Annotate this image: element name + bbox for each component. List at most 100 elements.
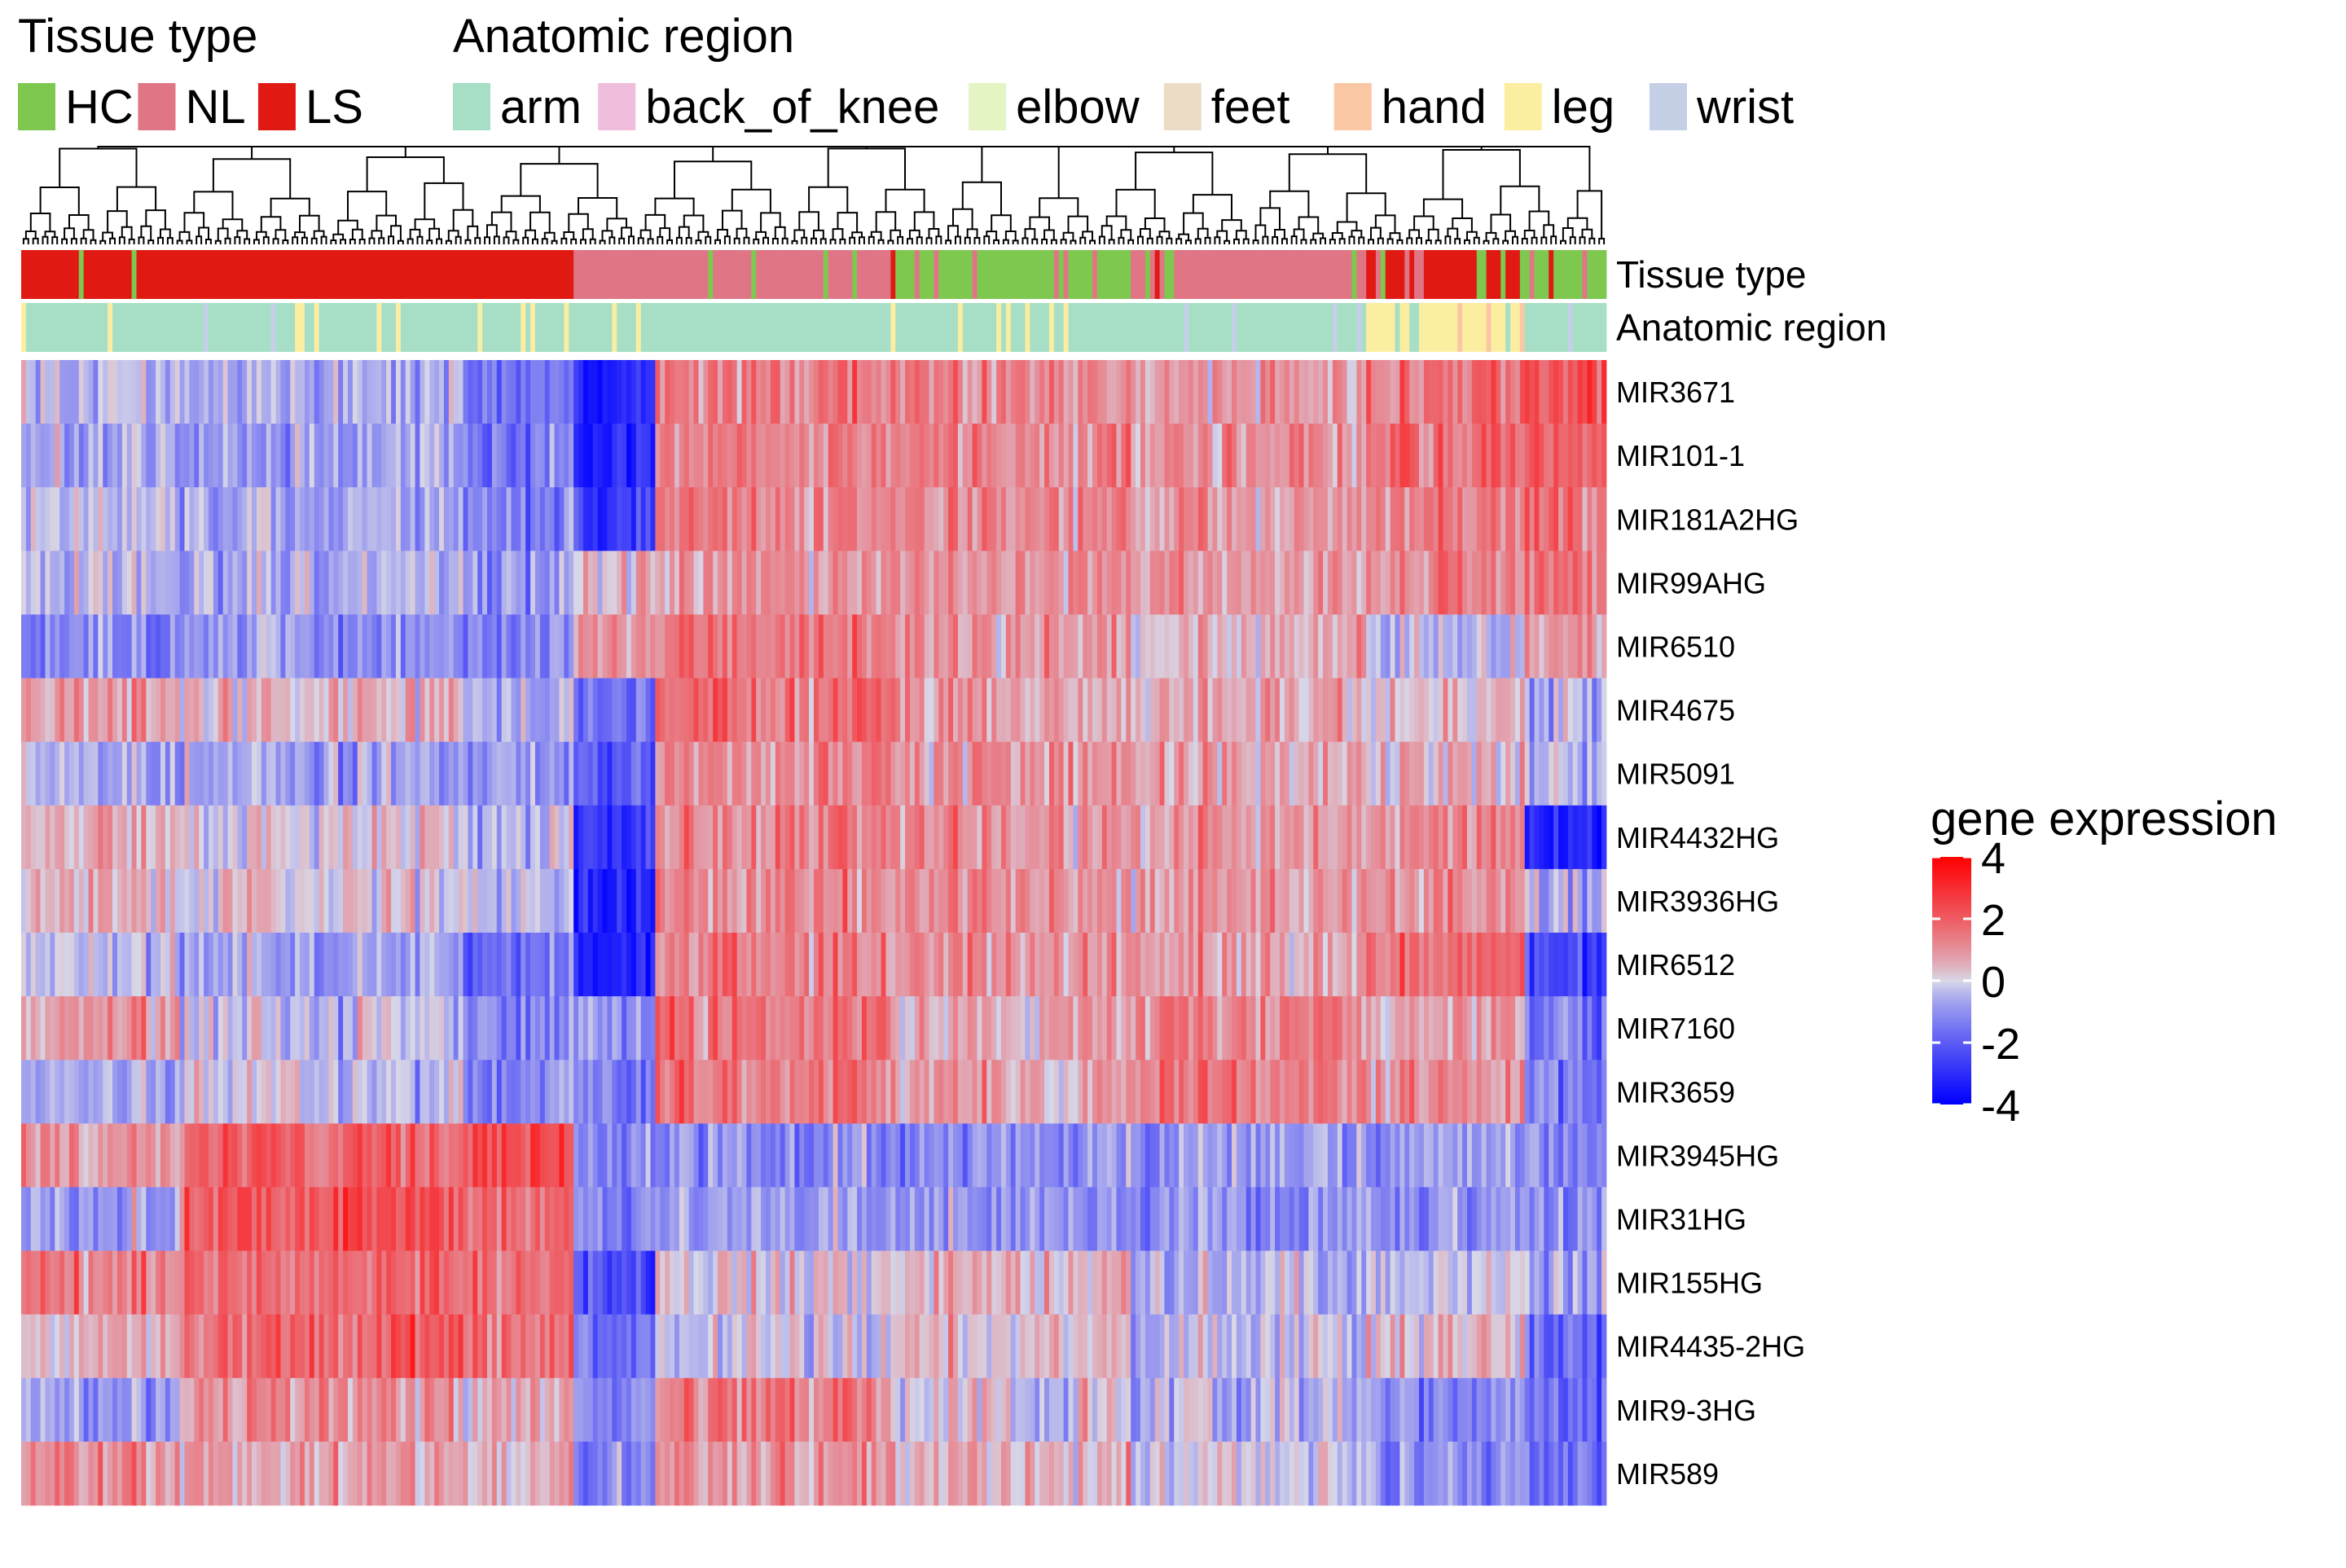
- heatmap-cell: [881, 487, 886, 551]
- heatmap-cell: [1000, 933, 1007, 997]
- heatmap-cell: [487, 487, 493, 551]
- heatmap-cell: [1131, 551, 1136, 615]
- heatmap-cell: [842, 1314, 848, 1379]
- heatmap-cell: [55, 1060, 60, 1124]
- heatmap-cell: [328, 487, 334, 551]
- heatmap-cell: [453, 1187, 459, 1251]
- heatmap-cell: [919, 868, 925, 933]
- heatmap-cell: [948, 1123, 954, 1188]
- tissue-cell: [429, 250, 435, 299]
- heatmap-cell: [1025, 933, 1030, 997]
- heatmap-cell: [1101, 614, 1108, 679]
- heatmap-cell: [544, 360, 551, 424]
- tissue-cell: [1260, 250, 1266, 299]
- heatmap-cell: [242, 1060, 248, 1124]
- heatmap-cell: [204, 996, 209, 1061]
- heatmap-cell: [761, 551, 767, 615]
- heatmap-cell: [977, 1441, 982, 1506]
- heatmap-cell: [718, 741, 723, 806]
- heatmap-cell: [386, 1441, 392, 1506]
- heatmap-cell: [1154, 868, 1160, 933]
- heatmap-cell: [78, 1250, 85, 1315]
- heatmap-cell: [607, 805, 613, 870]
- heatmap-cell: [1035, 1250, 1040, 1315]
- heatmap-cell: [986, 360, 992, 424]
- heatmap-cell: [525, 614, 531, 679]
- heatmap-cell: [1106, 1314, 1113, 1379]
- heatmap-cell: [1154, 1060, 1160, 1124]
- heatmap-cell: [343, 933, 349, 997]
- region-cell: [828, 303, 833, 352]
- heatmap-cell: [982, 1314, 987, 1379]
- heatmap-cell: [554, 933, 560, 997]
- heatmap-cell: [395, 1377, 402, 1443]
- heatmap-cell: [116, 1314, 123, 1379]
- heatmap-cell: [534, 1441, 541, 1506]
- heatmap-cell: [73, 487, 80, 551]
- heatmap-cell: [270, 678, 276, 743]
- heatmap-cell: [794, 424, 800, 488]
- heatmap-cell: [395, 805, 402, 870]
- heatmap-cell: [962, 1377, 969, 1443]
- heatmap-cell: [1020, 1314, 1026, 1379]
- heatmap-cell: [443, 360, 450, 424]
- heatmap-cell: [650, 1441, 656, 1506]
- heatmap-cell: [814, 1441, 819, 1506]
- heatmap-cell: [587, 868, 594, 933]
- heatmap-cell: [626, 1187, 632, 1251]
- tissue-cell: [30, 250, 37, 299]
- heatmap-cell: [309, 1060, 315, 1124]
- heatmap-cell: [823, 741, 829, 806]
- heatmap-cell: [794, 678, 800, 743]
- heatmap-cell: [83, 805, 89, 870]
- heatmap-cell: [108, 1250, 113, 1315]
- heatmap-cell: [237, 996, 243, 1061]
- heatmap-cell: [761, 1060, 767, 1124]
- tissue-cell: [756, 250, 762, 299]
- heatmap-cell: [554, 1314, 560, 1379]
- heatmap-cell: [285, 1250, 291, 1315]
- heatmap-cell: [319, 1314, 324, 1379]
- heatmap-cell: [1048, 487, 1055, 551]
- heatmap-cell: [525, 1441, 531, 1506]
- heatmap-cell: [804, 741, 810, 806]
- heatmap-cell: [126, 1377, 133, 1443]
- heatmap-cell: [1092, 1250, 1098, 1315]
- heatmap-cell: [405, 360, 411, 424]
- tissue-cell: [885, 250, 891, 299]
- heatmap-cell: [938, 1441, 944, 1506]
- heatmap-cell: [909, 551, 916, 615]
- heatmap-cell: [1106, 360, 1113, 424]
- heatmap-cell: [1116, 933, 1122, 997]
- heatmap-cell: [1136, 1250, 1141, 1315]
- heatmap-cell: [415, 1250, 420, 1315]
- heatmap-cell: [766, 360, 771, 424]
- heatmap-cell: [55, 678, 60, 743]
- tissue-cell: [890, 250, 896, 299]
- heatmap-cell: [780, 868, 786, 933]
- heatmap-cell: [775, 1060, 781, 1124]
- heatmap-cell: [640, 487, 647, 551]
- heatmap-cell: [1058, 424, 1065, 488]
- heatmap-cell: [323, 1123, 329, 1188]
- heatmap-cell: [564, 1060, 569, 1124]
- heatmap-cell: [439, 487, 445, 551]
- heatmap-cell: [141, 487, 147, 551]
- heatmap-cell: [770, 614, 776, 679]
- heatmap-cell: [1140, 1377, 1146, 1443]
- heatmap-cell: [468, 614, 473, 679]
- heatmap-cell: [1048, 1314, 1055, 1379]
- heatmap-cell: [645, 805, 651, 870]
- heatmap-cell: [247, 614, 253, 679]
- heatmap-cell: [477, 1377, 483, 1443]
- tissue-cell: [679, 250, 685, 299]
- region-cell: [756, 303, 762, 352]
- heatmap-cell: [136, 1187, 142, 1251]
- region-cell: [506, 303, 512, 352]
- heatmap-cell: [1154, 1123, 1160, 1188]
- heatmap-cell: [1136, 741, 1141, 806]
- tissue-cell: [1567, 250, 1574, 299]
- heatmap-cell: [622, 1060, 627, 1124]
- heatmap-cell: [227, 741, 233, 806]
- heatmap-cell: [453, 933, 459, 997]
